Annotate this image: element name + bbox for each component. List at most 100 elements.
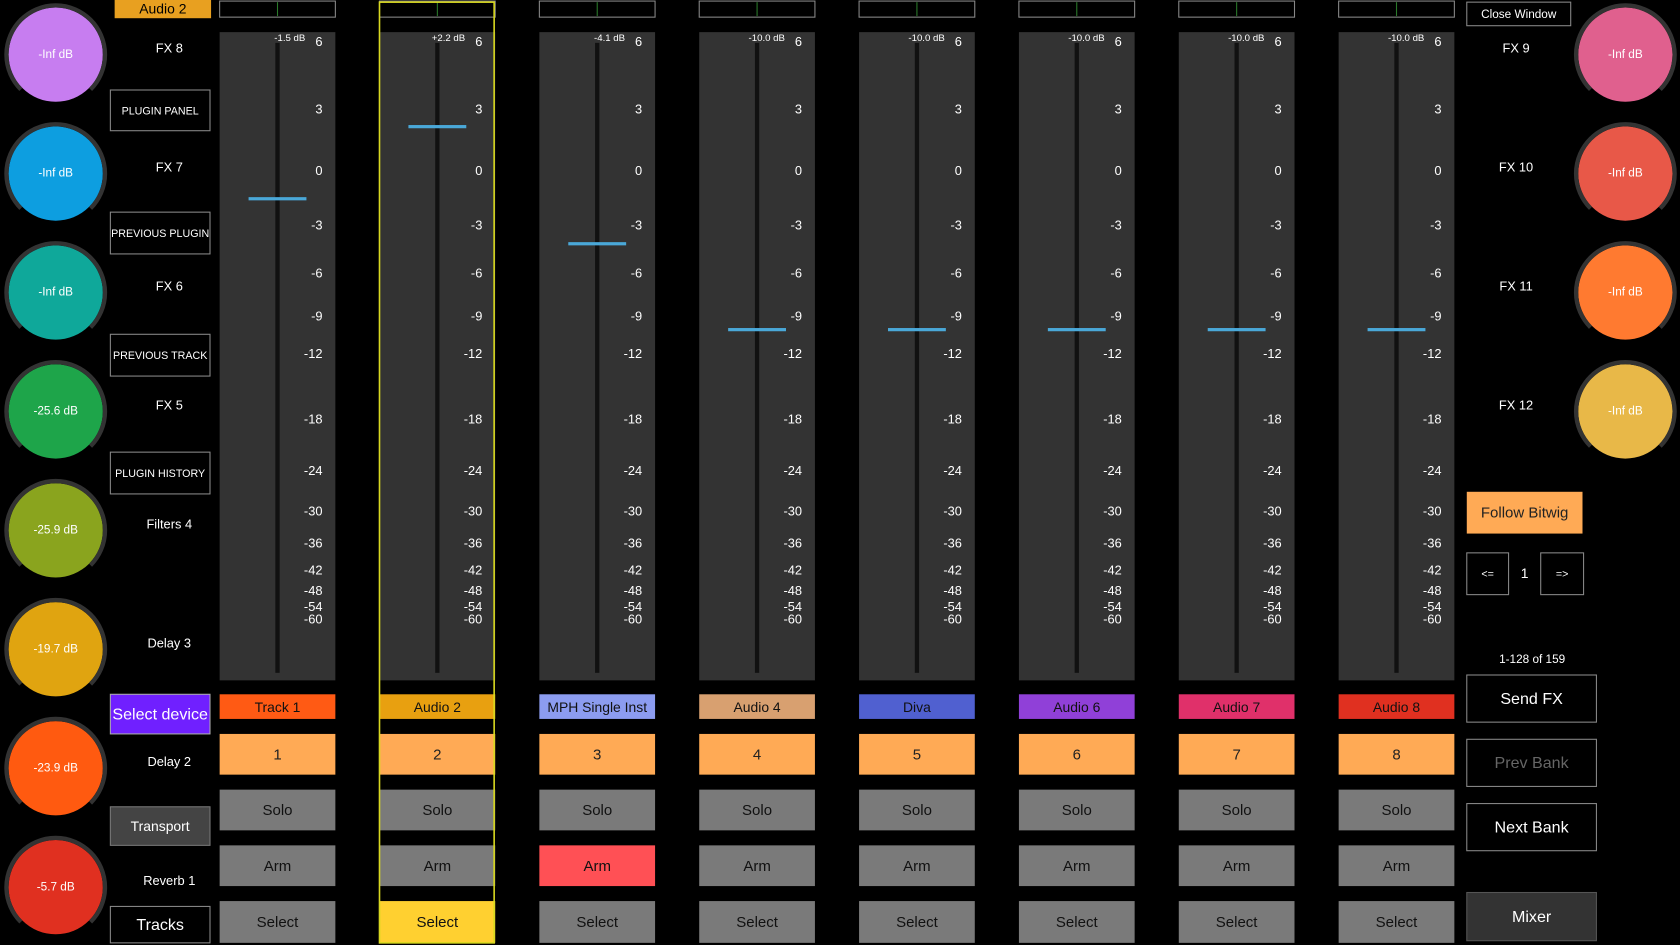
arm-button[interactable] — [379, 845, 496, 887]
track-number[interactable] — [699, 733, 815, 775]
track-number-label: 2 — [433, 746, 441, 763]
knob[interactable] — [1578, 364, 1673, 459]
scale-label: 0 — [315, 163, 322, 178]
scale-label: -48 — [1103, 583, 1122, 598]
scale-label: -48 — [464, 583, 483, 598]
track-number-label: 6 — [1073, 746, 1081, 763]
track-number[interactable] — [379, 733, 496, 775]
scale-label: -18 — [783, 411, 802, 426]
knob[interactable] — [1578, 245, 1673, 340]
knob[interactable] — [8, 7, 103, 102]
fader-handle[interactable] — [1047, 328, 1106, 332]
track-number[interactable] — [1178, 733, 1295, 775]
page-next[interactable] — [1540, 552, 1585, 596]
send-fx[interactable] — [1466, 674, 1597, 723]
fader-handle[interactable] — [888, 328, 946, 332]
select-button[interactable] — [219, 901, 336, 943]
arm-button-label: Arm — [743, 858, 771, 875]
arm-button[interactable] — [1178, 845, 1295, 887]
arm-button[interactable] — [1338, 845, 1455, 887]
arm-button[interactable] — [1018, 845, 1135, 887]
scale-label: -60 — [1263, 612, 1282, 627]
knob[interactable] — [8, 602, 103, 697]
follow-bitwig-label: Follow Bitwig — [1481, 505, 1569, 522]
select-button[interactable] — [1018, 901, 1135, 943]
scale-label: -30 — [464, 504, 483, 519]
follow-bitwig[interactable] — [1466, 491, 1583, 534]
solo-button[interactable] — [539, 789, 656, 831]
knob[interactable] — [8, 126, 103, 221]
track-number[interactable] — [1018, 733, 1135, 775]
left-button[interactable] — [109, 451, 211, 495]
fader-handle[interactable] — [568, 242, 627, 246]
scale-label: -12 — [1263, 346, 1282, 361]
scale-label: -54 — [624, 599, 643, 614]
select-button[interactable] — [1178, 901, 1295, 943]
level-label: -10.0 dB — [1068, 33, 1104, 44]
knob[interactable] — [1578, 126, 1673, 221]
knob-value: -Inf dB — [38, 48, 73, 61]
fader-handle[interactable] — [1207, 328, 1266, 332]
solo-button[interactable] — [699, 789, 815, 831]
scale-label: 0 — [1115, 163, 1122, 178]
scale-label: -3 — [1430, 217, 1441, 232]
left-button-label: PLUGIN PANEL — [122, 105, 199, 117]
left-button[interactable] — [109, 905, 211, 944]
track-number-label: 1 — [273, 746, 281, 763]
select-button[interactable] — [859, 901, 975, 943]
track-number[interactable] — [1338, 733, 1455, 775]
track-number-label: 7 — [1232, 746, 1240, 763]
select-button[interactable] — [699, 901, 815, 943]
knob[interactable] — [8, 245, 103, 340]
close-window[interactable] — [1466, 1, 1572, 27]
knob[interactable] — [8, 364, 103, 459]
page-prev[interactable] — [1466, 552, 1510, 596]
left-button[interactable] — [109, 693, 211, 735]
left-button[interactable] — [109, 89, 211, 132]
mixer[interactable] — [1466, 891, 1597, 942]
fader-handle[interactable] — [1367, 328, 1426, 332]
arm-button[interactable] — [219, 845, 336, 887]
knob[interactable] — [1578, 7, 1673, 102]
solo-button[interactable] — [1178, 789, 1295, 831]
scale-label: -60 — [1103, 612, 1122, 627]
solo-button[interactable] — [1338, 789, 1455, 831]
prev-bank[interactable] — [1466, 738, 1597, 787]
scale-label: -6 — [791, 266, 802, 281]
track-number[interactable] — [219, 733, 336, 775]
fader-handle[interactable] — [248, 197, 307, 201]
scale-label: -9 — [1430, 309, 1441, 324]
solo-button[interactable] — [219, 789, 336, 831]
select-button[interactable] — [1338, 901, 1455, 943]
select-button[interactable] — [539, 901, 656, 943]
knob[interactable] — [8, 721, 103, 816]
range-label: 1-128 of 159 — [1499, 653, 1565, 666]
solo-button-label: Solo — [262, 802, 292, 819]
left-button[interactable] — [109, 333, 211, 377]
knob[interactable] — [8, 840, 103, 935]
solo-button[interactable] — [379, 789, 496, 831]
select-button[interactable] — [379, 901, 496, 943]
scale-label: -9 — [951, 309, 962, 324]
fader-handle[interactable] — [408, 125, 467, 129]
arm-button[interactable] — [539, 845, 656, 887]
knob[interactable] — [8, 483, 103, 578]
arm-button-label: Arm — [1383, 858, 1411, 875]
next-bank-label: Next Bank — [1495, 818, 1570, 836]
track-number[interactable] — [539, 733, 656, 775]
knob-value: -23.9 dB — [33, 761, 78, 774]
fader-handle[interactable] — [728, 328, 786, 332]
arm-button[interactable] — [859, 845, 975, 887]
solo-button[interactable] — [859, 789, 975, 831]
scale-label: -6 — [951, 266, 962, 281]
select-button-label: Select — [736, 914, 779, 931]
next-bank[interactable] — [1466, 803, 1597, 852]
solo-button[interactable] — [1018, 789, 1135, 831]
left-button[interactable] — [109, 211, 211, 255]
arm-button[interactable] — [699, 845, 815, 887]
fader-track — [595, 42, 600, 673]
scale-label: 6 — [315, 34, 322, 49]
track-number[interactable] — [859, 733, 975, 775]
left-button[interactable] — [109, 806, 211, 846]
knob-name: FX 12 — [1499, 397, 1533, 412]
